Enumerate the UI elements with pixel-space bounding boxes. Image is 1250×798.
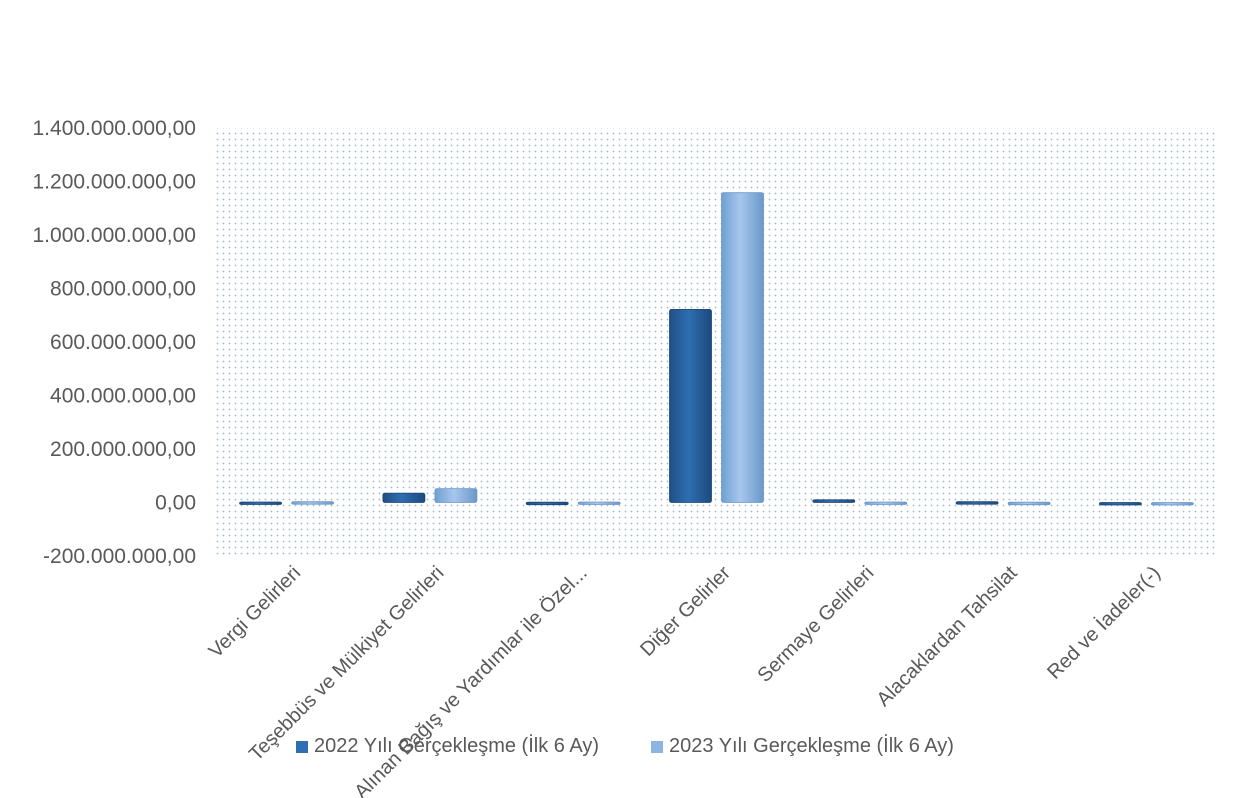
x-category-label: Vergi Gelirleri (205, 562, 305, 662)
x-category-label: Alacaklardan Tahsilat (873, 562, 1022, 711)
bar-2022-2 (525, 501, 569, 506)
y-axis: -200.000.000,00 0,00 200.000.000,00 400.000… (33, 117, 197, 568)
x-category-label: Alınan Bağış ve Yardımlar ile Özel... (350, 562, 591, 798)
y-tick-label: 800.000.000,00 (50, 278, 196, 301)
legend-item-2022: 2022 Yılı Gerçekleşme (İlk 6 Ay) (296, 735, 599, 758)
y-tick-label: -200.000.000,00 (43, 545, 196, 568)
y-tick-label: 600.000.000,00 (50, 331, 196, 354)
bar-2022-4 (812, 499, 856, 503)
bar-2023-0 (291, 501, 335, 505)
bar-2023-6 (1151, 502, 1194, 506)
bar-2023-5 (1007, 501, 1051, 506)
y-tick-label: 1.000.000.000,00 (33, 224, 197, 247)
x-category-label: Sermaye Gelirleri (754, 562, 879, 687)
y-tick-label: 200.000.000,00 (50, 438, 196, 461)
y-tick-label: 400.000.000,00 (50, 385, 196, 408)
legend-item-2023: 2023 Yılı Gerçekleşme (İlk 6 Ay) (651, 735, 954, 758)
bar-2023-3 (721, 192, 764, 503)
legend-swatch-2022 (296, 740, 309, 753)
bar-2023-2 (577, 501, 621, 505)
x-category-label: Red ve İadeler(-) (1043, 561, 1165, 683)
bar-2022-1 (382, 492, 426, 503)
plot-area-background (215, 128, 1218, 556)
bar-2022-5 (955, 501, 999, 505)
bar-2022-6 (1099, 502, 1142, 506)
legend: 2022 Yılı Gerçekleşme (İlk 6 Ay) 2023 Yı… (0, 735, 1250, 758)
y-tick-label: 1.200.000.000,00 (33, 171, 197, 194)
y-tick-label: 1.400.000.000,00 (33, 117, 197, 140)
bar-2022-0 (239, 501, 283, 505)
bar-2023-1 (434, 488, 478, 503)
bars (239, 192, 1194, 506)
legend-swatch-2023 (651, 740, 663, 753)
x-category-label: Diğer Gelirler (636, 562, 735, 661)
bar-2022-3 (669, 308, 712, 503)
y-tick-label: 0,00 (155, 492, 196, 515)
bar-2023-4 (864, 501, 908, 505)
legend-label-2023: 2023 Yılı Gerçekleşme (İlk 6 Ay) (669, 735, 954, 757)
legend-label-2022: 2022 Yılı Gerçekleşme (İlk 6 Ay) (314, 735, 599, 757)
